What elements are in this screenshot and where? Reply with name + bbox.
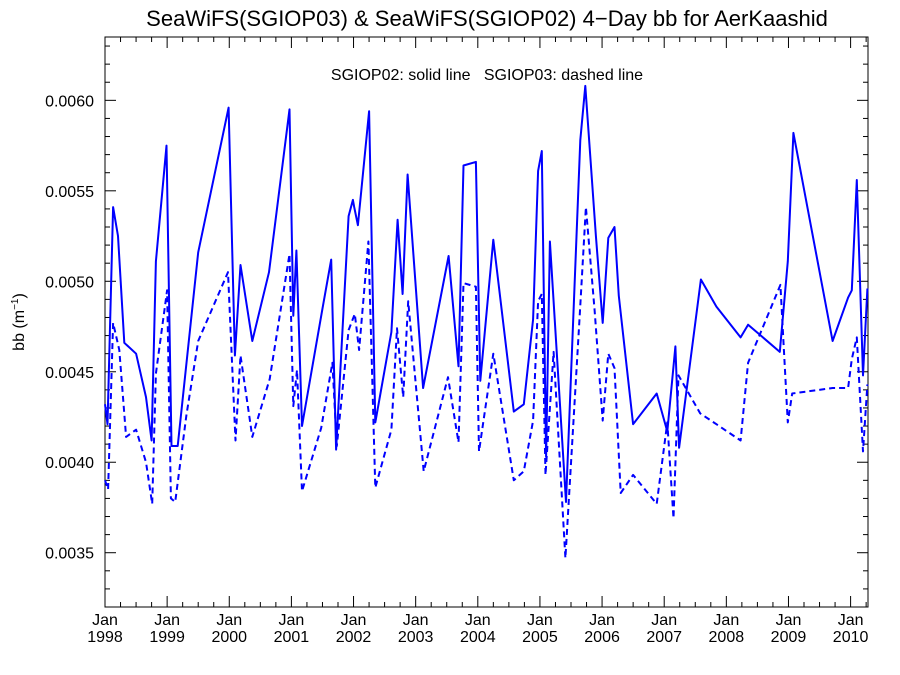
y-tick-label: 0.0060 [45, 93, 94, 110]
y-tick-label: 0.0045 [45, 365, 94, 382]
y-tick-label: 0.0055 [45, 184, 94, 201]
x-tick-year-label: 2006 [584, 629, 620, 646]
x-tick-year-label: 2007 [646, 629, 682, 646]
x-tick-month-label: Jan [341, 612, 367, 629]
x-tick-year-label: 2002 [336, 629, 372, 646]
x-tick-month-label: Jan [713, 612, 739, 629]
x-tick-year-label: 2004 [460, 629, 496, 646]
y-tick-label: 0.0040 [45, 455, 94, 472]
chart-title: SeaWiFS(SGIOP03) & SeaWiFS(SGIOP02) 4−Da… [146, 6, 828, 31]
x-tick-month-label: Jan [216, 612, 242, 629]
x-tick-month-label: Jan [403, 612, 429, 629]
y-axis-label: bb (m−1) [10, 293, 28, 351]
x-tick-year-label: 2008 [709, 629, 745, 646]
x-tick-month-label: Jan [527, 612, 553, 629]
y-tick-label: 0.0035 [45, 546, 94, 563]
series-layer [104, 84, 869, 560]
x-tick-year-label: 2001 [274, 629, 310, 646]
x-tick-month-label: Jan [776, 612, 802, 629]
y-tick-label: 0.0050 [45, 274, 94, 291]
legend-annotation: SGIOP02: solid line SGIOP03: dashed line [331, 67, 643, 84]
x-tick-month-label: Jan [651, 612, 677, 629]
x-tick-year-label: 2000 [211, 629, 247, 646]
x-tick-month-label: Jan [92, 612, 118, 629]
x-tick-month-label: Jan [589, 612, 615, 629]
x-tick-month-label: Jan [154, 612, 180, 629]
x-tick-year-label: 1999 [149, 629, 185, 646]
x-tick-year-label: 2010 [833, 629, 869, 646]
x-tick-year-label: 2009 [771, 629, 807, 646]
series-line-sgiop02 [104, 84, 869, 503]
x-tick-year-label: 1998 [87, 629, 123, 646]
series-line-sgiop03 [104, 206, 869, 560]
x-tick-month-label: Jan [838, 612, 864, 629]
x-tick-year-label: 2005 [522, 629, 558, 646]
x-tick-month-label: Jan [465, 612, 491, 629]
x-tick-month-label: Jan [279, 612, 305, 629]
plot-frame [104, 36, 869, 608]
x-axis: Jan1998Jan1999Jan2000Jan2001Jan2002Jan20… [87, 37, 869, 646]
x-tick-year-label: 2003 [398, 629, 434, 646]
